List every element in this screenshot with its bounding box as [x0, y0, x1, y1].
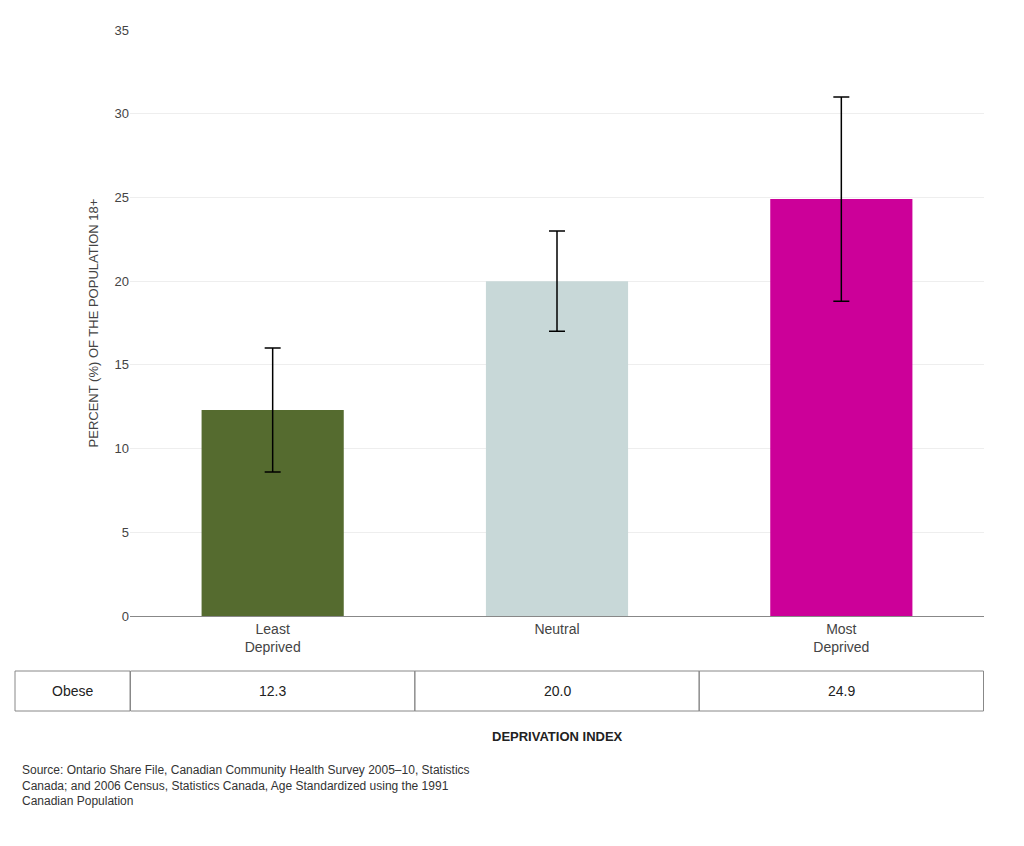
svg-text:PERCENT (%) OF THE POPULATION: PERCENT (%) OF THE POPULATION 18+ [86, 199, 101, 448]
svg-text:20.0: 20.0 [544, 683, 571, 699]
svg-text:5: 5 [122, 525, 129, 540]
svg-text:24.9: 24.9 [828, 683, 855, 699]
svg-text:30: 30 [115, 106, 129, 121]
svg-text:35: 35 [115, 23, 129, 38]
svg-text:MostDeprived: MostDeprived [813, 621, 869, 655]
svg-text:12.3: 12.3 [259, 683, 286, 699]
svg-text:15: 15 [115, 357, 129, 372]
svg-text:Neutral: Neutral [534, 621, 579, 637]
svg-text:0: 0 [122, 609, 129, 624]
svg-text:25: 25 [115, 190, 129, 205]
svg-text:LeastDeprived: LeastDeprived [245, 621, 301, 655]
svg-text:10: 10 [115, 441, 129, 456]
svg-text:Obese: Obese [52, 683, 93, 699]
svg-text:20: 20 [115, 274, 129, 289]
svg-text:Source: Ontario Share File, Ca: Source: Ontario Share File, Canadian Com… [22, 763, 470, 808]
svg-text:DEPRIVATION INDEX: DEPRIVATION INDEX [492, 729, 623, 744]
